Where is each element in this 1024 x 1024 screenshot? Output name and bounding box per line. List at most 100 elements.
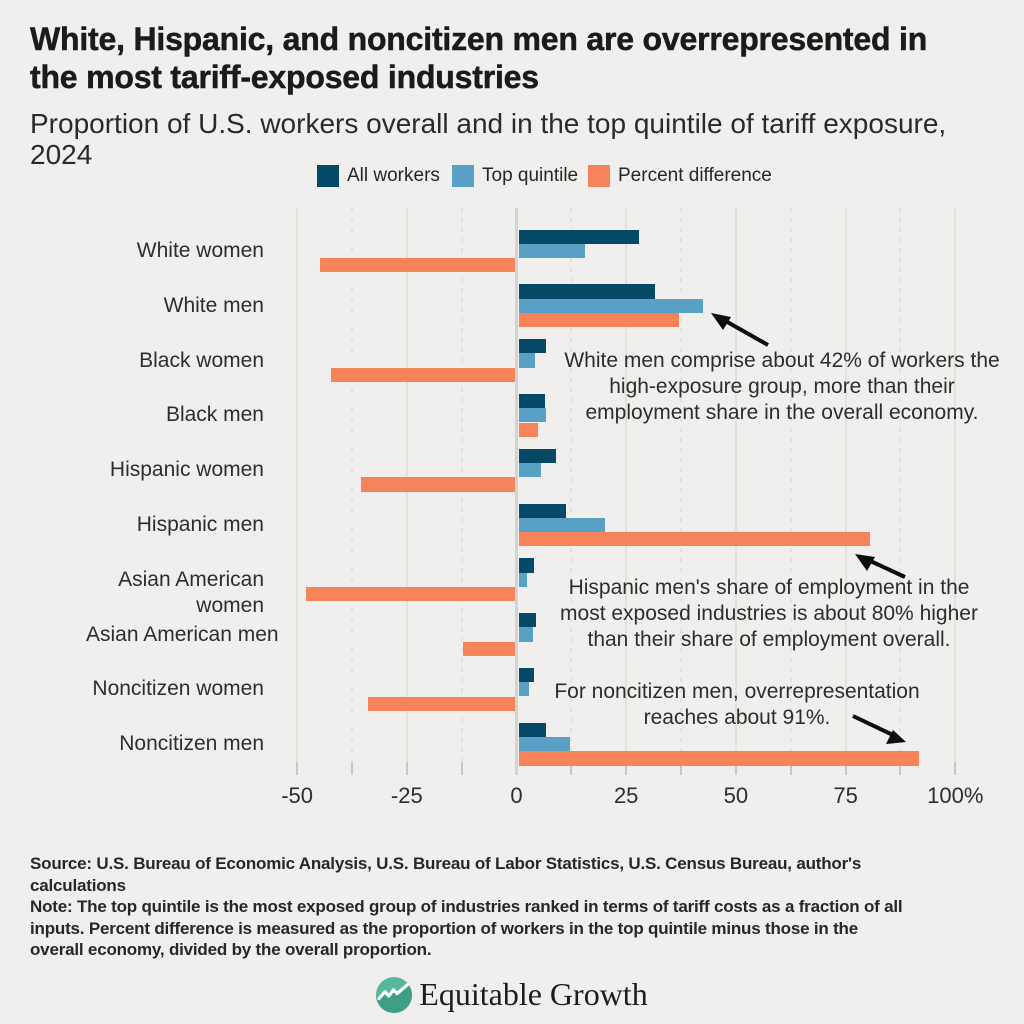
annotation-line: For noncitizen men, overrepresentation bbox=[554, 680, 920, 703]
bar-top-quintile bbox=[518, 408, 547, 423]
legend-item-top-quintile: Top quintile bbox=[452, 165, 578, 187]
bar-percent-difference bbox=[518, 422, 538, 437]
x-tick-label: 75 bbox=[833, 783, 858, 808]
category-label: Asian American women bbox=[86, 567, 264, 619]
methodology-note-line: overall economy, divided by the overall … bbox=[30, 940, 432, 959]
footer-notes: Source: U.S. Bureau of Economic Analysis… bbox=[30, 853, 990, 961]
x-tick-label: 25 bbox=[613, 783, 639, 808]
category-label: Asian American men bbox=[86, 622, 279, 648]
bar-all-workers bbox=[518, 339, 546, 354]
category-label-line: Noncitizen women bbox=[92, 677, 264, 701]
gridline-major bbox=[734, 208, 737, 774]
axis-tick bbox=[954, 762, 957, 775]
axis-tick bbox=[789, 762, 792, 775]
gridline-major bbox=[954, 208, 957, 774]
category-label-line: women bbox=[196, 593, 264, 617]
bar-top-quintile bbox=[518, 682, 529, 697]
bar-percent-difference bbox=[518, 751, 920, 766]
bar-percent-difference bbox=[463, 641, 515, 656]
bar-top-quintile bbox=[518, 298, 703, 313]
bar-percent-difference bbox=[518, 312, 679, 328]
chart-title: White, Hispanic, and noncitizen men are … bbox=[30, 20, 928, 96]
bar-percent-difference bbox=[367, 696, 515, 711]
category-label-line: Black women bbox=[139, 348, 264, 372]
category-label: Hispanic women bbox=[86, 457, 264, 483]
methodology-note-line: Note: The top quintile is the most expos… bbox=[30, 897, 903, 916]
annotation-line: Hispanic men's share of employment in th… bbox=[568, 576, 970, 599]
category-label-line: Black men bbox=[165, 403, 264, 427]
annotation-noncitizen-men: For noncitizen men, overrepresentation r… bbox=[537, 679, 937, 731]
logo-trend-line bbox=[377, 980, 412, 1000]
x-tick-label: 0 bbox=[510, 783, 523, 808]
zero-axis-line bbox=[515, 208, 518, 775]
bar-percent-difference bbox=[330, 367, 515, 382]
x-tick-label: -25 bbox=[390, 783, 423, 808]
category-label: White men bbox=[86, 293, 264, 319]
annotation-arrow-head bbox=[855, 554, 875, 571]
bar-top-quintile bbox=[518, 572, 527, 587]
bar-percent-difference bbox=[319, 258, 515, 273]
category-label: Black men bbox=[86, 402, 264, 428]
category-label-line: Asian American bbox=[118, 567, 264, 591]
x-tick-label: 100% bbox=[927, 783, 984, 808]
chart-subtitle: Proportion of U.S. workers overall and i… bbox=[30, 108, 946, 170]
chart-subtitle-line: 2024 bbox=[30, 139, 93, 170]
axis-tick bbox=[350, 762, 353, 775]
bar-all-workers bbox=[518, 613, 536, 628]
axis-tick bbox=[460, 762, 463, 775]
annotation-white-men: White men comprise about 42% of workers … bbox=[547, 348, 1017, 426]
axis-tick bbox=[625, 762, 628, 775]
axis-tick bbox=[844, 762, 847, 775]
legend-label: All workers bbox=[347, 165, 440, 186]
source-note-line: calculations bbox=[30, 875, 126, 895]
bar-top-quintile bbox=[518, 627, 534, 642]
legend-swatch-top-quintile bbox=[452, 165, 474, 187]
axis-tick bbox=[570, 762, 573, 775]
bar-top-quintile bbox=[518, 517, 605, 533]
category-label: Hispanic men bbox=[86, 512, 264, 538]
category-label: Noncitizen women bbox=[86, 676, 264, 702]
category-label-line: Noncitizen men bbox=[119, 732, 264, 756]
category-label-line: Hispanic women bbox=[109, 458, 264, 482]
annotation-line: reaches about 91%. bbox=[643, 706, 831, 729]
gridline-minor bbox=[570, 208, 573, 762]
annotation-arrow-head bbox=[886, 730, 906, 744]
annotation-hispanic-men: Hispanic men's share of employment in th… bbox=[544, 575, 994, 653]
chart-title-line: White, Hispanic, and noncitizen men are … bbox=[30, 21, 928, 58]
legend-label: Percent difference bbox=[618, 165, 772, 186]
bar-percent-difference bbox=[361, 477, 515, 492]
category-label-line: White women bbox=[136, 238, 264, 262]
bar-all-workers bbox=[518, 722, 547, 737]
annotation-arrow bbox=[855, 554, 906, 579]
gridline-minor bbox=[680, 208, 683, 762]
gridline-minor bbox=[350, 208, 353, 762]
bar-all-workers bbox=[518, 393, 546, 409]
category-label-line: White men bbox=[163, 293, 264, 317]
logo-wordmark: Equitable Growth bbox=[419, 976, 648, 1012]
legend-item-all-workers: All workers bbox=[317, 165, 440, 187]
annotation-arrow-line bbox=[721, 317, 769, 347]
methodology-note-line: inputs. Percent difference is measured a… bbox=[30, 918, 858, 938]
category-label: White women bbox=[86, 238, 264, 264]
gridline-major bbox=[844, 208, 847, 774]
bar-all-workers bbox=[518, 558, 535, 573]
bar-all-workers bbox=[518, 229, 640, 244]
axis-tick bbox=[296, 762, 299, 775]
annotation-line: high-exposure group, more than their bbox=[609, 375, 955, 398]
axis-tick bbox=[899, 762, 902, 775]
annotation-line: most exposed industries is about 80% hig… bbox=[560, 602, 978, 625]
gridline-minor bbox=[789, 208, 792, 762]
legend-item-percent-difference: Percent difference bbox=[588, 165, 772, 187]
category-label-line: Hispanic men bbox=[136, 512, 264, 536]
bar-top-quintile bbox=[518, 463, 542, 478]
x-tick-label: 50 bbox=[723, 783, 749, 808]
bar-top-quintile bbox=[518, 353, 535, 368]
annotation-line: White men comprise about 42% of workers … bbox=[564, 349, 1000, 372]
x-tick-label: -50 bbox=[281, 783, 313, 808]
category-label: Black women bbox=[86, 348, 264, 374]
annotation-line: employment share in the overall economy. bbox=[585, 401, 979, 424]
annotation-line: than their share of employment overall. bbox=[587, 628, 951, 651]
legend-swatch-percent-difference bbox=[588, 165, 610, 187]
bar-all-workers bbox=[518, 284, 655, 299]
equitable-growth-logo: Equitable Growth bbox=[0, 976, 1024, 1013]
